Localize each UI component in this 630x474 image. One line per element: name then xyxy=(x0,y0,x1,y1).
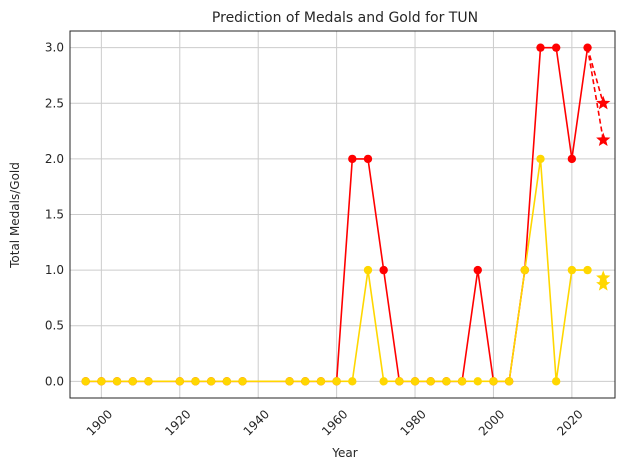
gold-point xyxy=(583,265,592,275)
gold-point xyxy=(222,377,232,386)
gold-point xyxy=(238,377,247,386)
gold-point xyxy=(128,377,137,386)
y-tick-label: 1.0 xyxy=(45,263,64,277)
y-tick-label: 3.0 xyxy=(45,41,64,55)
gold-point xyxy=(175,377,184,386)
gold-point xyxy=(442,377,451,386)
series-lines xyxy=(85,46,605,383)
x-axis-label: Year xyxy=(331,446,357,460)
gold-point xyxy=(457,377,467,386)
gold-point xyxy=(206,377,216,386)
gold-prediction-star xyxy=(596,277,611,291)
gold-point xyxy=(81,377,90,386)
medals-point xyxy=(473,265,482,275)
x-tick-label: 1980 xyxy=(397,407,428,438)
gold-point xyxy=(395,377,404,386)
gold-point xyxy=(316,377,326,386)
medals-point xyxy=(348,154,357,164)
medals-prediction-line xyxy=(586,47,605,104)
x-tick-label: 2020 xyxy=(554,407,585,438)
x-tick-label: 2000 xyxy=(476,407,507,438)
gold-point xyxy=(551,377,561,386)
gold-point xyxy=(504,377,514,386)
gold-point xyxy=(97,377,106,386)
medals-point xyxy=(551,43,561,52)
grid xyxy=(70,31,615,398)
y-axis-label: Total Medals/Gold xyxy=(8,162,22,269)
y-tick-label: 2.0 xyxy=(45,152,64,166)
x-tick-label: 1940 xyxy=(241,407,272,438)
y-tick-label: 2.5 xyxy=(45,96,64,110)
gold-point xyxy=(489,377,498,386)
gold-series-line xyxy=(85,158,588,383)
gold-point xyxy=(520,265,530,275)
medals-point xyxy=(567,154,577,164)
x-tick-label: 1960 xyxy=(319,407,350,438)
medals-prediction-star xyxy=(596,95,611,110)
gold-point xyxy=(567,265,577,275)
gold-point xyxy=(473,377,482,386)
gold-point xyxy=(332,377,341,386)
gold-point xyxy=(301,377,310,386)
tick-labels: 1900 1920 1940 1960 1980 2000 2020 0.0 0.5 1.0 1.5… xyxy=(45,41,586,439)
medals-point xyxy=(379,265,388,275)
plot-frame xyxy=(69,30,616,399)
gold-point xyxy=(285,377,294,386)
medals-point xyxy=(363,154,373,164)
chart-title: Prediction of Medals and Gold for TUN xyxy=(212,10,478,26)
medals-point xyxy=(583,43,592,52)
gold-point xyxy=(379,377,388,386)
gold-point xyxy=(426,377,435,386)
gold-point xyxy=(348,377,357,386)
x-tick-label: 1920 xyxy=(162,407,193,438)
medals-prediction-star xyxy=(596,132,611,147)
gold-point xyxy=(191,377,200,386)
medals-point xyxy=(536,43,545,52)
x-tick-label: 1900 xyxy=(84,407,115,438)
y-tick-label: 0.0 xyxy=(45,374,64,388)
gold-point xyxy=(112,377,122,386)
gold-point xyxy=(410,377,420,386)
gold-point xyxy=(144,377,153,386)
y-tick-label: 0.5 xyxy=(45,319,64,333)
gold-point xyxy=(536,154,545,164)
y-tick-label: 1.5 xyxy=(45,208,64,222)
gold-point xyxy=(363,265,373,275)
series-markers xyxy=(81,43,611,386)
